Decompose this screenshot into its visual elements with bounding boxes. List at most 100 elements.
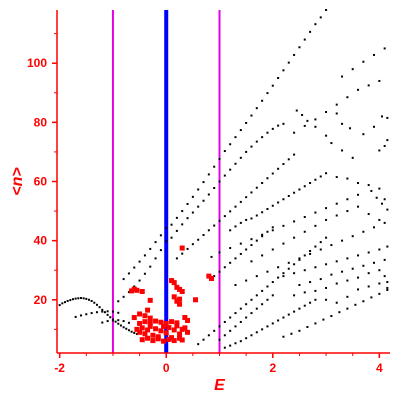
data-point bbox=[290, 332, 293, 335]
data-point-red bbox=[185, 329, 191, 335]
data-point bbox=[181, 223, 184, 226]
data-point bbox=[314, 23, 317, 26]
data-point bbox=[125, 327, 128, 330]
data-point bbox=[367, 213, 370, 216]
data-point bbox=[383, 47, 386, 50]
data-point bbox=[261, 235, 264, 238]
data-point bbox=[117, 300, 120, 303]
data-point bbox=[165, 240, 168, 243]
data-point bbox=[293, 53, 296, 56]
data-point bbox=[250, 244, 253, 247]
data-point bbox=[383, 198, 386, 201]
data-point bbox=[346, 279, 349, 282]
data-point bbox=[261, 289, 264, 292]
data-point bbox=[295, 109, 298, 112]
data-point-red bbox=[142, 319, 148, 325]
data-point bbox=[101, 321, 104, 324]
data-point bbox=[293, 131, 296, 134]
data-point bbox=[271, 226, 274, 229]
data-point bbox=[266, 177, 269, 180]
data-point bbox=[282, 122, 285, 125]
data-point bbox=[159, 249, 162, 252]
data-point-red bbox=[153, 318, 159, 324]
data-point-red bbox=[177, 296, 183, 302]
data-point bbox=[362, 230, 365, 233]
data-point bbox=[202, 338, 205, 341]
y-tick-label: 60 bbox=[34, 175, 48, 189]
data-point bbox=[277, 276, 280, 279]
data-point bbox=[58, 304, 61, 307]
data-point bbox=[335, 301, 338, 304]
data-point bbox=[386, 281, 389, 284]
data-point-red bbox=[209, 275, 215, 281]
data-point-red bbox=[145, 327, 151, 333]
data-point bbox=[149, 265, 152, 268]
data-point bbox=[293, 153, 296, 156]
data-point bbox=[127, 272, 130, 275]
data-point bbox=[127, 329, 130, 332]
data-point bbox=[373, 261, 376, 264]
data-point bbox=[239, 252, 242, 255]
data-point-red bbox=[182, 325, 188, 331]
data-point bbox=[367, 84, 370, 87]
data-point bbox=[266, 230, 269, 233]
data-point bbox=[277, 124, 280, 127]
data-point bbox=[250, 238, 253, 241]
data-point bbox=[234, 312, 237, 315]
data-point bbox=[362, 264, 365, 267]
data-point bbox=[122, 326, 125, 329]
data-point-red bbox=[177, 331, 183, 337]
data-point bbox=[335, 202, 338, 205]
data-point bbox=[135, 333, 138, 336]
data-point-red bbox=[147, 323, 153, 329]
data-point bbox=[261, 254, 264, 257]
data-point-red bbox=[131, 286, 137, 292]
data-point bbox=[381, 202, 384, 205]
data-point bbox=[255, 331, 258, 334]
data-point bbox=[133, 285, 136, 288]
data-point bbox=[207, 229, 210, 232]
data-point bbox=[309, 30, 312, 33]
data-point bbox=[85, 313, 88, 316]
data-point bbox=[367, 285, 370, 288]
data-point bbox=[373, 53, 376, 56]
data-point bbox=[186, 202, 189, 205]
data-point bbox=[82, 297, 85, 300]
data-point bbox=[245, 121, 248, 124]
data-point-red bbox=[155, 336, 161, 342]
data-point bbox=[234, 283, 237, 286]
data-point bbox=[103, 311, 106, 314]
data-point bbox=[362, 300, 365, 303]
data-point bbox=[325, 298, 328, 301]
data-point bbox=[346, 177, 349, 180]
data-point bbox=[349, 127, 352, 130]
data-point bbox=[207, 193, 210, 196]
data-point-red bbox=[150, 332, 156, 338]
data-point bbox=[197, 205, 200, 208]
data-point bbox=[213, 165, 216, 168]
data-point bbox=[234, 325, 237, 328]
data-point bbox=[293, 191, 296, 194]
data-point bbox=[130, 330, 133, 333]
data-point bbox=[314, 118, 317, 121]
data-point bbox=[314, 125, 317, 128]
data-point bbox=[261, 328, 264, 331]
data-point bbox=[133, 331, 136, 334]
data-point bbox=[197, 238, 200, 241]
data-point-red bbox=[185, 317, 191, 323]
data-point bbox=[186, 217, 189, 220]
data-point bbox=[383, 221, 386, 224]
data-point-red bbox=[177, 286, 183, 292]
data-point bbox=[98, 306, 101, 309]
data-point bbox=[71, 298, 74, 301]
data-point bbox=[207, 173, 210, 176]
data-point-red bbox=[131, 315, 137, 321]
data-point bbox=[101, 310, 104, 313]
data-point bbox=[250, 312, 253, 315]
data-point bbox=[111, 319, 114, 322]
data-point bbox=[122, 320, 125, 323]
data-point bbox=[202, 181, 205, 184]
data-point bbox=[362, 133, 365, 136]
data-point bbox=[165, 227, 168, 230]
